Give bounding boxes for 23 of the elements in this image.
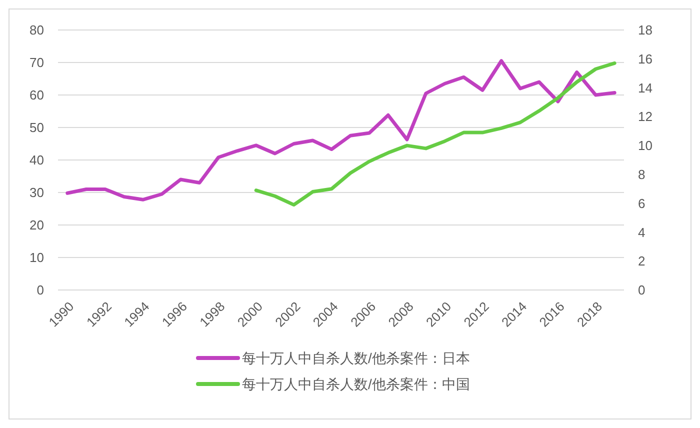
y2-tick-label: 4 (638, 224, 646, 240)
y2-tick-label: 18 (638, 22, 652, 38)
y-tick-label: 10 (30, 250, 44, 266)
y-tick-label: 50 (30, 120, 44, 136)
y2-tick-label: 6 (638, 196, 646, 211)
y2-tick-label: 14 (638, 80, 652, 96)
line-series (66, 59, 616, 202)
y2-tick-label: 0 (638, 282, 646, 298)
y2-tick-label: 16 (638, 51, 652, 66)
y2-tick-label: 12 (638, 109, 652, 124)
line-series (254, 61, 616, 207)
y-tick-label: 0 (36, 282, 44, 298)
y2-tick-label: 8 (638, 166, 646, 182)
legend-label: 每十万人中自杀人数/他杀案件：中国 (242, 376, 470, 392)
y-tick-label: 60 (30, 88, 44, 103)
y-tick-label: 70 (30, 55, 44, 70)
y-tick-label: 30 (30, 185, 44, 200)
y-tick-label: 40 (30, 152, 44, 168)
y-tick-label: 20 (30, 218, 44, 233)
y-tick-label: 80 (30, 22, 44, 38)
y2-tick-label: 2 (638, 254, 646, 269)
legend-label: 每十万人中自杀人数/他杀案件：日本 (242, 350, 470, 366)
y2-tick-label: 10 (638, 138, 652, 154)
